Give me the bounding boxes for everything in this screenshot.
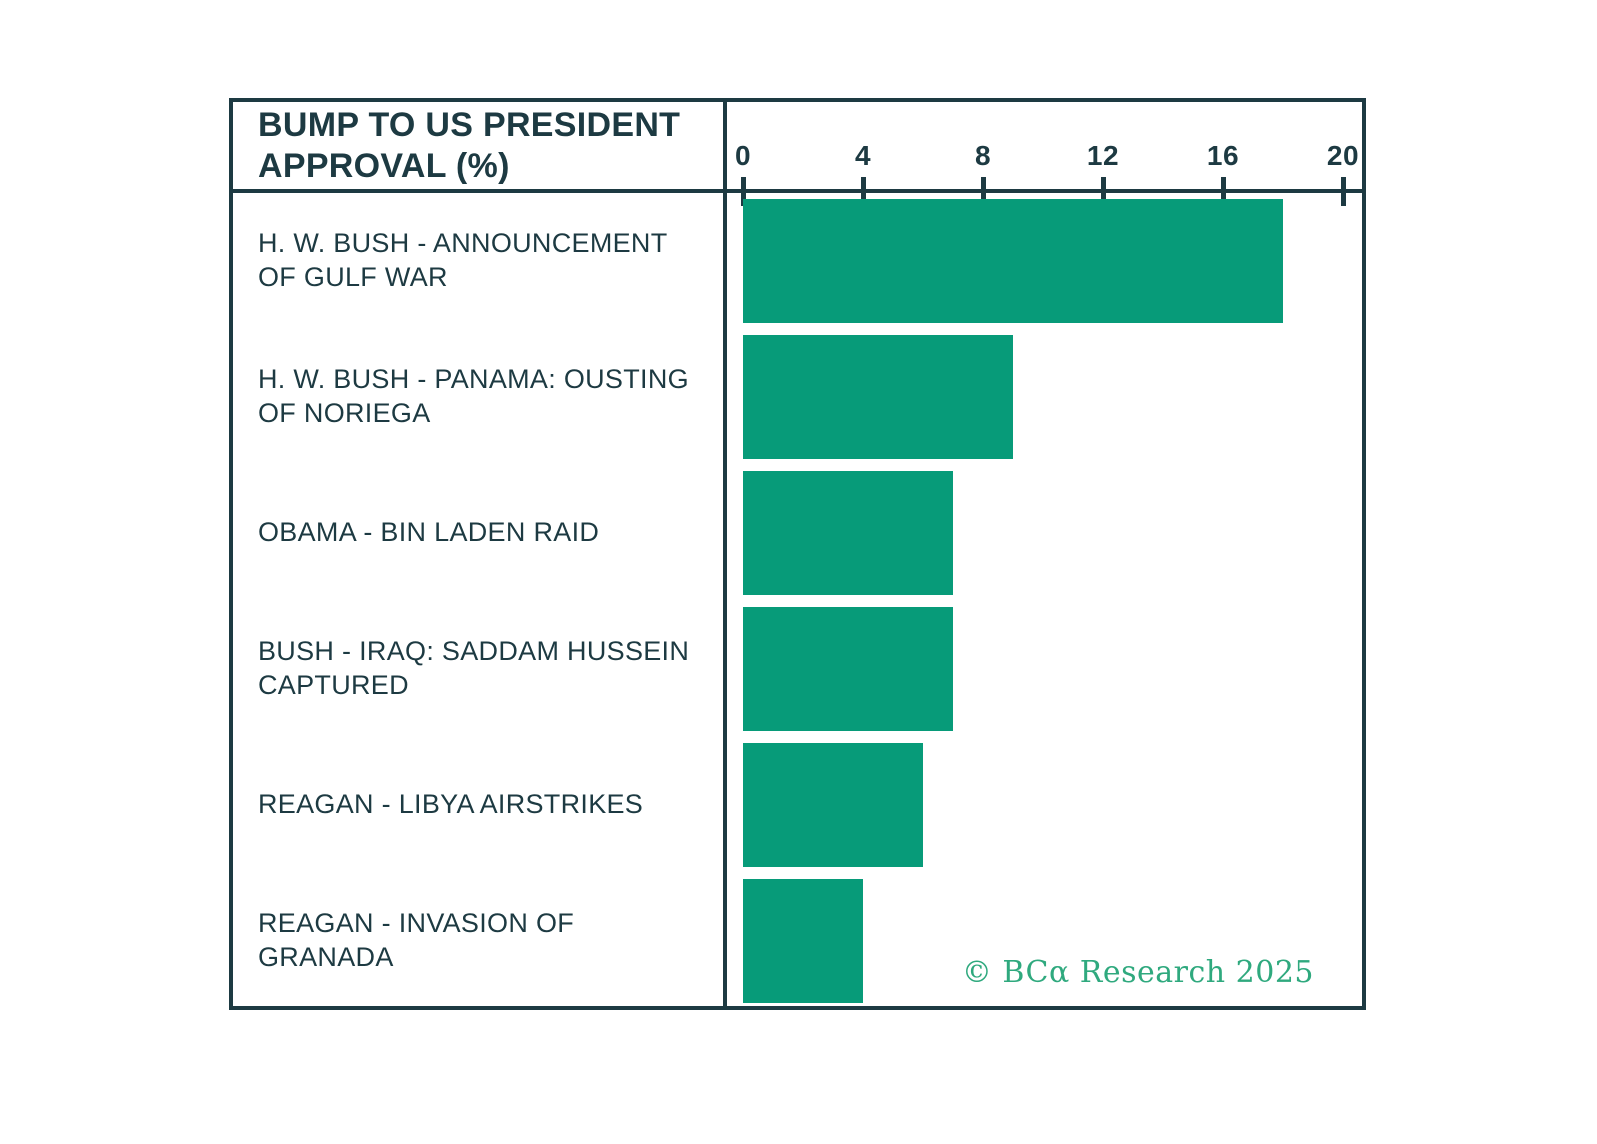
x-axis-tick-mark xyxy=(1101,177,1106,206)
bar-3 xyxy=(743,471,953,595)
bar-2 xyxy=(743,335,1013,459)
x-axis-tick-mark xyxy=(1221,177,1226,206)
column-divider-line xyxy=(723,102,727,1006)
category-label: REAGAN - LIBYA AIRSTRIKES xyxy=(258,789,644,820)
x-axis-tick-mark xyxy=(1341,177,1346,206)
category-label: REAGAN - INVASION OF GRANADA xyxy=(258,908,575,972)
bar-5 xyxy=(743,743,923,867)
copyright-credit: © BCα Research 2025 xyxy=(961,955,1314,990)
category-label: BUSH - IRAQ: SADDAM HUSSEIN CAPTURED xyxy=(258,636,690,700)
chart-title: BUMP TO US PRESIDENT APPROVAL (%) xyxy=(258,106,681,186)
x-axis-tick-label: 20 xyxy=(1326,140,1360,171)
x-axis-tick-label: 4 xyxy=(854,140,872,171)
category-label: H. W. BUSH - PANAMA: OUSTING OF NORIEGA xyxy=(258,364,689,428)
bar-4 xyxy=(743,607,953,731)
chart-frame: BUMP TO US PRESIDENT APPROVAL (%) 0 4 8 12 1… xyxy=(229,98,1366,1010)
x-axis-tick-mark xyxy=(981,177,986,206)
x-axis-line xyxy=(233,189,1362,193)
bar-6 xyxy=(743,879,863,1003)
category-label: H. W. BUSH - ANNOUNCEMENT OF GULF WAR xyxy=(258,228,668,292)
x-axis-tick-label: 0 xyxy=(734,140,752,171)
category-label: OBAMA - BIN LADEN RAID xyxy=(258,517,600,548)
x-axis-tick-mark xyxy=(741,177,746,206)
x-axis-tick-label: 12 xyxy=(1086,140,1120,171)
x-axis-tick-label: 16 xyxy=(1206,140,1240,171)
bar-1 xyxy=(743,199,1283,323)
x-axis-tick-label: 8 xyxy=(974,140,992,171)
x-axis-tick-mark xyxy=(861,177,866,206)
